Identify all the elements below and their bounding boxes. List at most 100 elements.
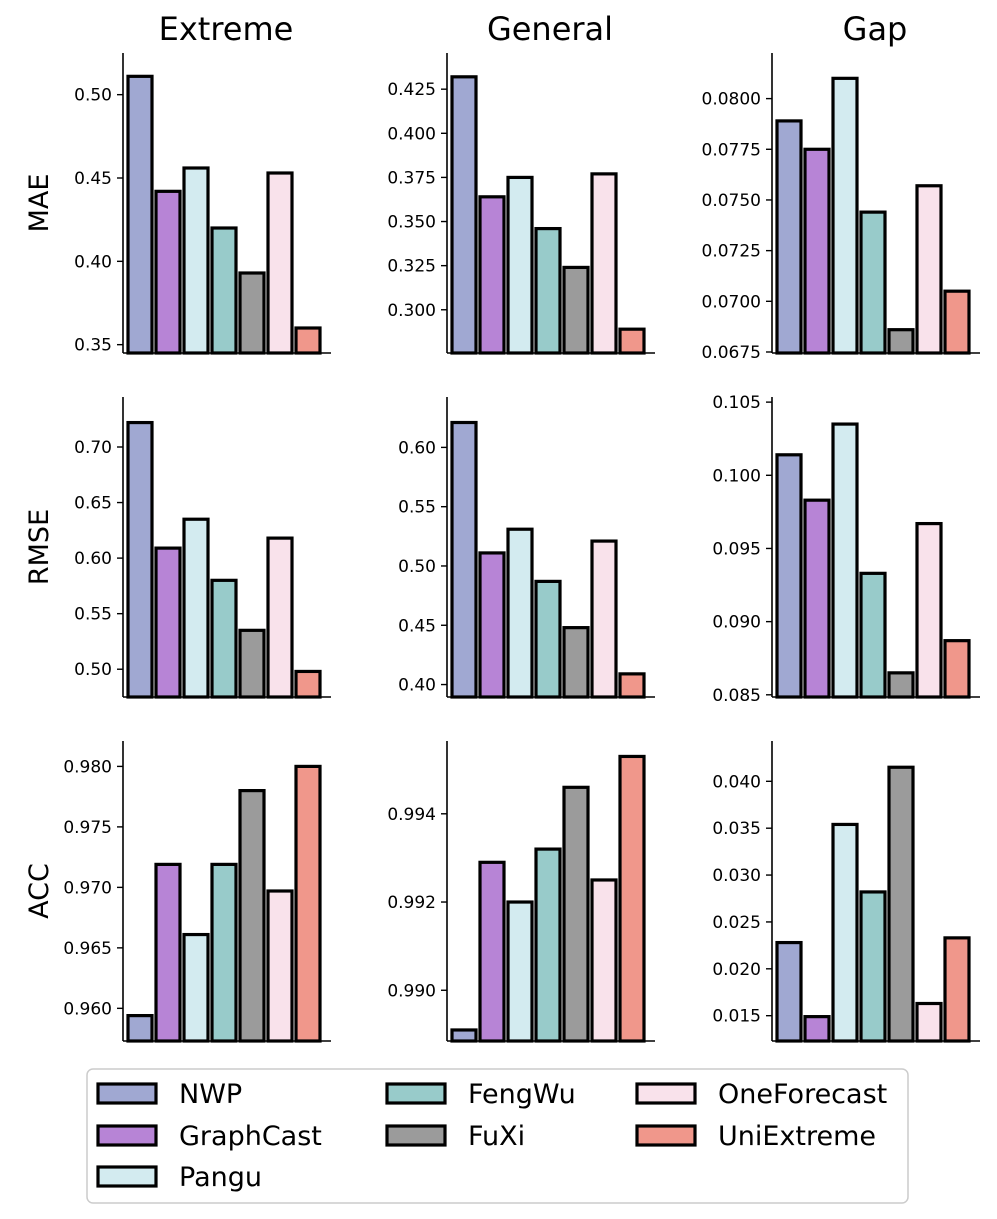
bar-acc-gap-nwp	[775, 940, 803, 1043]
bar-mae-general-uniextreme	[618, 327, 646, 355]
panel-acc-general: 0.990 0.992 0.994	[387, 741, 655, 1043]
y-tick-label: 0.55	[74, 605, 112, 625]
bar-mae-extreme-nwp	[126, 74, 154, 355]
row-label-acc: ACC	[24, 863, 55, 919]
legend-label-graphcast: GraphCast	[179, 1121, 322, 1152]
y-tick-label: 0.50	[398, 557, 436, 577]
y-tick-label: 0.0700	[702, 292, 761, 312]
panel-rmse-gap: 0.085 0.090 0.095 0.100 0.105	[712, 393, 980, 706]
y-tick-label: 0.45	[74, 169, 112, 189]
bar-acc-general-nwp	[450, 1028, 478, 1043]
y-tick-label: 0.025	[712, 913, 761, 933]
panel-acc-extreme: 0.960 0.965 0.970 0.975 0.980	[63, 741, 331, 1043]
legend-label-pangu: Pangu	[179, 1162, 262, 1193]
row-label-rmse: RMSE	[24, 509, 55, 585]
bar-mae-extreme-fuxi	[238, 271, 266, 355]
bar-mae-general-nwp	[450, 75, 478, 355]
bar-acc-extreme-graphcast	[154, 862, 182, 1043]
legend-swatch-nwp	[96, 1082, 158, 1105]
panels-layer: 0.35 0.40 0.45 0.50 0.300 0.325 0.350 0.375 0.40…	[63, 53, 980, 1043]
bar-rmse-extreme-fengwu	[210, 578, 238, 699]
bar-mae-general-fengwu	[534, 226, 562, 355]
legend-label-nwp: NWP	[179, 1079, 242, 1110]
bar-mae-gap-fuxi	[887, 328, 915, 355]
legend-frame	[86, 1068, 909, 1204]
bar-rmse-general-nwp	[450, 420, 478, 699]
bar-mae-gap-fengwu	[859, 210, 887, 355]
bar-rmse-extreme-nwp	[126, 420, 154, 699]
column-title-gap: Gap	[843, 10, 908, 48]
y-tick-label: 0.980	[63, 757, 112, 777]
legend-label-fuxi: FuXi	[468, 1121, 525, 1152]
bar-rmse-gap-fuxi	[887, 671, 915, 699]
bar-acc-extreme-uniextreme	[294, 764, 322, 1043]
bar-rmse-extreme-oneforecast	[266, 536, 294, 699]
y-tick-label: 0.350	[387, 213, 436, 233]
bar-mae-gap-uniextreme	[943, 289, 971, 355]
y-tick-label: 0.50	[74, 660, 112, 680]
y-tick-label: 0.35	[74, 336, 112, 356]
y-tick-label: 0.50	[74, 86, 112, 106]
panel-rmse-general: 0.40 0.45 0.50 0.55 0.60	[398, 397, 655, 699]
bar-rmse-general-oneforecast	[590, 539, 618, 699]
legend-swatch-fengwu	[385, 1082, 447, 1105]
bar-acc-gap-uniextreme	[943, 936, 971, 1043]
bar-mae-gap-nwp	[775, 119, 803, 355]
bar-mae-gap-oneforecast	[915, 184, 943, 355]
y-tick-label: 0.020	[712, 960, 761, 980]
y-tick-label: 0.0775	[702, 140, 761, 160]
y-tick-label: 0.015	[712, 1007, 761, 1027]
bar-mae-general-fuxi	[562, 265, 590, 355]
bar-mae-extreme-uniextreme	[294, 326, 322, 355]
y-tick-label: 0.040	[712, 772, 761, 792]
titles-layer: Extreme General Gap MAE RMSE ACC	[24, 10, 907, 919]
y-tick-label: 0.70	[74, 438, 112, 458]
y-tick-label: 0.105	[712, 393, 761, 413]
y-tick-label: 0.40	[398, 676, 436, 696]
y-tick-label: 0.030	[712, 866, 761, 886]
y-tick-label: 0.0800	[702, 90, 761, 110]
panel-rmse-extreme: 0.50 0.55 0.60 0.65 0.70	[74, 397, 331, 699]
bar-acc-general-graphcast	[478, 860, 506, 1043]
panel-mae-extreme: 0.35 0.40 0.45 0.50	[74, 53, 331, 356]
legend-label-oneforecast: OneForecast	[718, 1079, 887, 1110]
y-tick-label: 0.975	[63, 818, 112, 838]
y-tick-label: 0.992	[387, 893, 436, 913]
legend-label-fengwu: FengWu	[468, 1079, 576, 1110]
y-tick-label: 0.100	[712, 466, 761, 486]
bar-mae-extreme-pangu	[182, 166, 210, 355]
y-tick-label: 0.970	[63, 878, 112, 898]
y-tick-label: 0.965	[63, 939, 112, 959]
y-tick-label: 0.994	[387, 805, 436, 825]
y-tick-label: 0.095	[712, 539, 761, 559]
bar-mae-gap-graphcast	[803, 147, 831, 355]
bar-rmse-general-fengwu	[534, 579, 562, 699]
legend-swatch-uniextreme	[635, 1124, 697, 1147]
y-tick-label: 0.0725	[702, 242, 761, 262]
bar-rmse-extreme-uniextreme	[294, 669, 322, 699]
bar-rmse-gap-nwp	[775, 453, 803, 699]
bar-acc-extreme-oneforecast	[266, 889, 294, 1043]
bar-mae-extreme-oneforecast	[266, 171, 294, 355]
bar-acc-general-oneforecast	[590, 878, 618, 1043]
y-tick-label: 0.0750	[702, 191, 761, 211]
bar-mae-general-oneforecast	[590, 172, 618, 355]
legend-swatch-pangu	[96, 1165, 158, 1188]
bar-rmse-general-uniextreme	[618, 672, 646, 699]
bar-mae-general-pangu	[506, 175, 534, 355]
row-label-mae: MAE	[24, 174, 55, 233]
y-tick-label: 0.090	[712, 613, 761, 633]
bar-rmse-general-graphcast	[478, 551, 506, 699]
y-tick-label: 0.65	[74, 494, 112, 514]
bar-rmse-extreme-graphcast	[154, 546, 182, 699]
bar-rmse-general-pangu	[506, 527, 534, 699]
legend-label-uniextreme: UniExtreme	[718, 1121, 876, 1152]
bar-acc-gap-fuxi	[887, 765, 915, 1043]
bar-acc-general-fuxi	[562, 785, 590, 1043]
bar-mae-gap-pangu	[831, 76, 859, 355]
bar-acc-gap-oneforecast	[915, 1001, 943, 1043]
bar-rmse-gap-pangu	[831, 422, 859, 699]
bar-rmse-gap-uniextreme	[943, 639, 971, 699]
panel-acc-gap: 0.015 0.020 0.025 0.030 0.035 0.040	[712, 741, 980, 1043]
